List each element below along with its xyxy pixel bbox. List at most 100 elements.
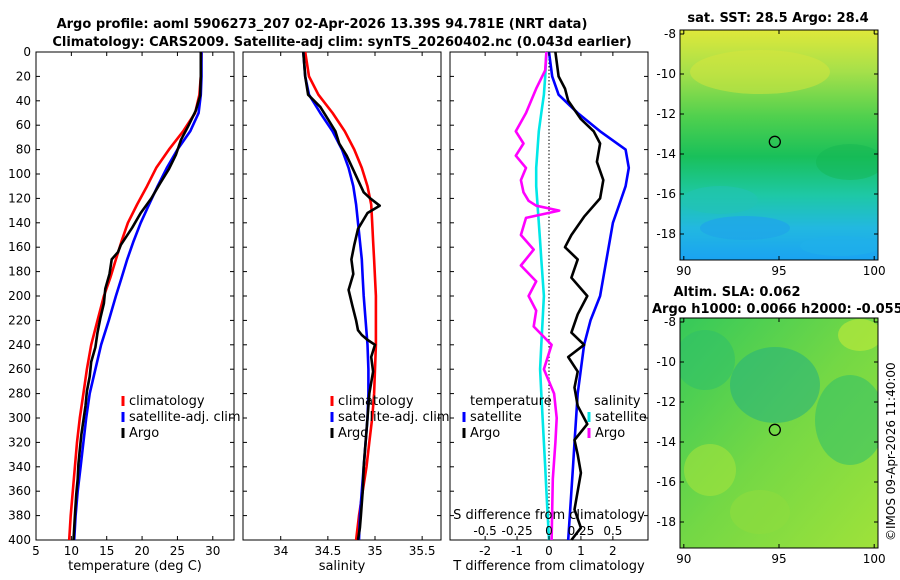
sla-map-title: Altim. SLA: 0.062 <box>674 285 801 300</box>
y-tick-label: 220 <box>8 313 31 327</box>
map-y-tick-label: -18 <box>656 227 676 241</box>
map-y-tick-label: -8 <box>664 315 676 329</box>
y-tick-label: 120 <box>8 191 31 205</box>
sla-low-patch <box>730 347 820 423</box>
map-y-tick-label: -14 <box>656 435 676 449</box>
map-y-tick-label: -8 <box>664 27 676 41</box>
y-tick-label: 40 <box>16 94 31 108</box>
difference-panel: -2 -1 0 1 2 -0.5 -0.25 0 0.25 0.5 T difference fr… <box>449 51 649 574</box>
salinity-xlabel: salinity <box>319 559 366 574</box>
x-tick-label: 20 <box>134 544 149 558</box>
map-x-tick-label: 95 <box>771 552 786 566</box>
s-difference-tick-label: -0.25 <box>502 524 533 538</box>
legend-label-salinity-satellite: satellite <box>595 410 647 425</box>
sla-low-patch <box>680 330 735 390</box>
series-climatology-line <box>67 51 203 541</box>
x-tick-label: -1 <box>511 544 523 558</box>
temperature-xlabel: temperature (deg C) <box>68 559 202 574</box>
y-tick-label: 60 <box>16 118 31 132</box>
y-tick-label: 200 <box>8 289 31 303</box>
series-temperature-argo-line <box>554 51 605 541</box>
salinity-panel: 34 34.5 35 35.5 salinity climatology satell… <box>242 51 450 574</box>
legend-label-satellite: satellite-adj. clim <box>129 410 241 425</box>
y-tick-label: 160 <box>8 240 31 254</box>
y-tick-label: 20 <box>16 69 31 83</box>
series-argo-line <box>72 52 203 541</box>
legend-title-temperature: temperature <box>470 394 552 409</box>
series-satellite-adj-clim-line <box>72 52 203 541</box>
difference-plot-area: -2 -1 0 1 2 -0.5 -0.25 0 0.25 0.5 <box>450 51 648 558</box>
temperature-plot-area: 5 10 15 20 25 3002040608010012014016018020022… <box>8 45 234 558</box>
legend-label-argo: Argo <box>129 426 159 441</box>
x-tick-label: 10 <box>64 544 79 558</box>
x-tick-label: 0 <box>545 544 553 558</box>
map-y-tick-label: -10 <box>656 67 676 81</box>
salinity-plot-area: 34 34.5 35 35.5 <box>243 51 441 558</box>
legend-label-salinity-argo: Argo <box>595 426 625 441</box>
map-y-tick-label: -18 <box>656 515 676 529</box>
map-y-tick-label: -16 <box>656 187 676 201</box>
s-difference-tick-label: 0.5 <box>603 524 622 538</box>
sst-cool-patch <box>700 216 790 240</box>
series-climatology-line <box>303 51 378 541</box>
temperature-panel: 5 10 15 20 25 3002040608010012014016018020022… <box>8 45 241 574</box>
x-tick-label: 1 <box>577 544 585 558</box>
y-tick-label: 340 <box>8 460 31 474</box>
x-tick-label: 34.5 <box>314 544 341 558</box>
map-y-tick-label: -14 <box>656 147 676 161</box>
s-difference-tick-label: 0 <box>545 524 553 538</box>
legend-label-temperature-argo: Argo <box>470 426 500 441</box>
legend-label-satellite: satellite-adj. clim <box>338 410 450 425</box>
legend-label-climatology: climatology <box>129 394 205 409</box>
map-y-tick-label: -12 <box>656 107 676 121</box>
y-tick-label: 360 <box>8 484 31 498</box>
sst-cool-patch <box>682 186 758 214</box>
x-tick-label: 35 <box>367 544 382 558</box>
y-tick-label: 380 <box>8 509 31 523</box>
y-tick-label: 240 <box>8 338 31 352</box>
sla-high-patch <box>730 490 790 534</box>
s-difference-tick-label: 0.25 <box>568 524 595 538</box>
series-argo-line <box>302 51 382 541</box>
x-tick-label: 15 <box>99 544 114 558</box>
sst-heatmap <box>680 30 878 260</box>
sst-map-title: sat. SST: 28.5 Argo: 28.4 <box>687 11 868 26</box>
y-tick-label: 140 <box>8 216 31 230</box>
map-x-tick-label: 95 <box>771 264 786 278</box>
y-tick-label: 80 <box>16 143 31 157</box>
x-tick-label: 34 <box>273 544 288 558</box>
argo-position-marker <box>768 423 781 436</box>
sla-high-patch <box>684 444 736 496</box>
series-salinity-argo-line <box>514 51 561 541</box>
sla-map-panel: Altim. SLA: 0.062 Argo h1000: 0.0066 h20… <box>652 285 900 566</box>
sst-warm-patch <box>816 144 878 180</box>
salinity-axes-box <box>242 51 442 541</box>
x-tick-label: 5 <box>32 544 40 558</box>
series-salinity-satellite-line <box>534 51 551 541</box>
temperature-legend: climatology satellite-adj. clim Argo <box>121 394 241 441</box>
sst-map-ticks: 90 95 100 -8 -10 -12 -14 -16 -18 <box>656 27 885 278</box>
argo-position-marker <box>768 135 781 148</box>
sla-low-patch <box>815 375 878 465</box>
difference-axes-box <box>449 51 649 541</box>
copyright-text: ©IMOS 09-Apr-2026 11:40:00 <box>884 362 898 541</box>
x-tick-label: 30 <box>205 544 220 558</box>
sst-warm-patch <box>690 50 830 94</box>
map-y-tick-label: -16 <box>656 475 676 489</box>
y-tick-label: 320 <box>8 435 31 449</box>
map-x-tick-label: 90 <box>676 552 691 566</box>
legend-label-climatology: climatology <box>338 394 414 409</box>
header-line-1: Argo profile: aoml 5906273_207 02-Apr-20… <box>57 17 588 32</box>
t-difference-xlabel: T difference from climatology <box>452 559 645 574</box>
map-x-tick-label: 90 <box>676 264 691 278</box>
sla-high-patch <box>838 319 878 351</box>
sst-cool-patch <box>800 236 878 256</box>
map-y-tick-label: -12 <box>656 395 676 409</box>
s-difference-tick-label: -0.5 <box>473 524 496 538</box>
x-tick-label: 2 <box>609 544 617 558</box>
x-tick-label: 25 <box>170 544 185 558</box>
y-tick-label: 180 <box>8 265 31 279</box>
s-difference-xlabel: S difference from climatology <box>453 508 645 523</box>
y-tick-label: 260 <box>8 362 31 376</box>
